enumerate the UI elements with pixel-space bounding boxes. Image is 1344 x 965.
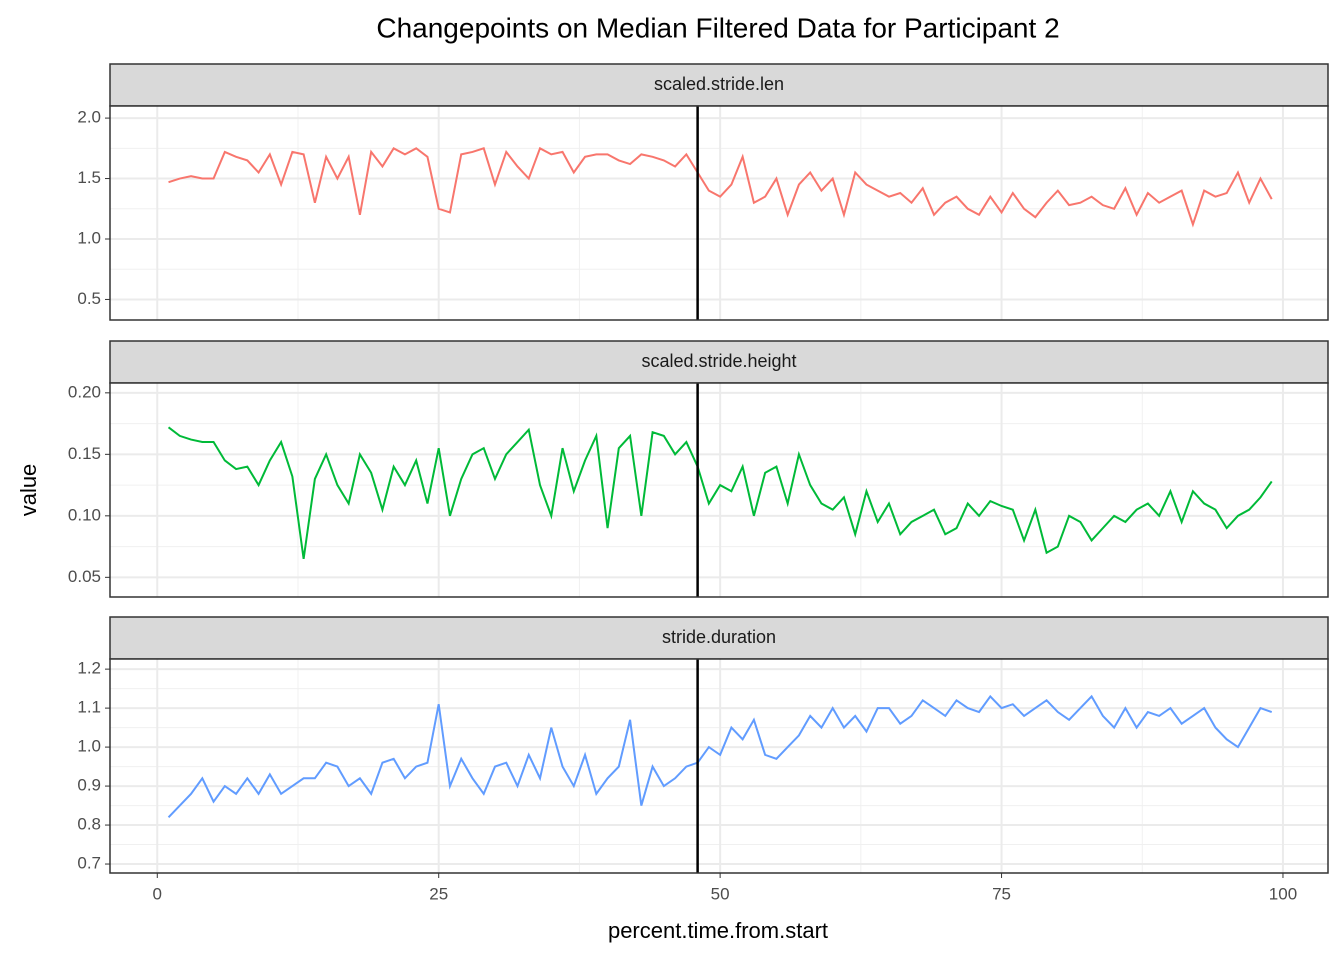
facet-label: stride.duration — [662, 627, 776, 647]
y-tick-label: 1.0 — [77, 737, 101, 756]
facet-strip — [109, 340, 1329, 384]
facet-label: scaled.stride.height — [641, 351, 796, 371]
data-line — [167, 426, 1273, 560]
panel-bg — [110, 383, 1328, 597]
y-tick-label: 0.20 — [68, 382, 101, 401]
y-tick-label: 1.5 — [77, 168, 101, 187]
y-tick-label: 0.9 — [77, 776, 101, 795]
y-tick-label: 0.15 — [68, 444, 101, 463]
facet-label: scaled.stride.len — [654, 74, 784, 94]
x-tick-label: 25 — [429, 884, 448, 903]
panel-bg — [110, 106, 1328, 320]
data-line — [168, 146, 1273, 228]
panel-bg — [110, 659, 1328, 873]
facet-strip — [109, 616, 1329, 660]
y-tick-label: 0.10 — [68, 505, 101, 524]
facet-strip — [109, 63, 1329, 107]
y-tick-label: 0.05 — [68, 567, 101, 586]
y-tick-label: 0.8 — [77, 815, 101, 834]
panel-border — [109, 658, 1329, 874]
y-axis-label: value — [16, 464, 41, 517]
x-axis-label: percent.time.from.start — [608, 918, 828, 943]
x-tick-label: 100 — [1269, 884, 1297, 903]
y-tick-label: 0.7 — [77, 854, 101, 873]
y-tick-label: 1.0 — [77, 228, 101, 247]
data-line — [167, 694, 1273, 818]
panel-border — [109, 382, 1329, 598]
y-tick-label: 1.1 — [77, 698, 101, 717]
x-tick-label: 75 — [992, 884, 1011, 903]
y-tick-label: 2.0 — [77, 108, 101, 127]
panel-border — [109, 105, 1329, 321]
y-tick-label: 0.5 — [77, 289, 101, 308]
x-tick-label: 0 — [153, 884, 162, 903]
chart-title: Changepoints on Median Filtered Data for… — [376, 12, 1059, 43]
x-tick-label: 50 — [711, 884, 730, 903]
y-tick-label: 1.2 — [77, 659, 101, 678]
